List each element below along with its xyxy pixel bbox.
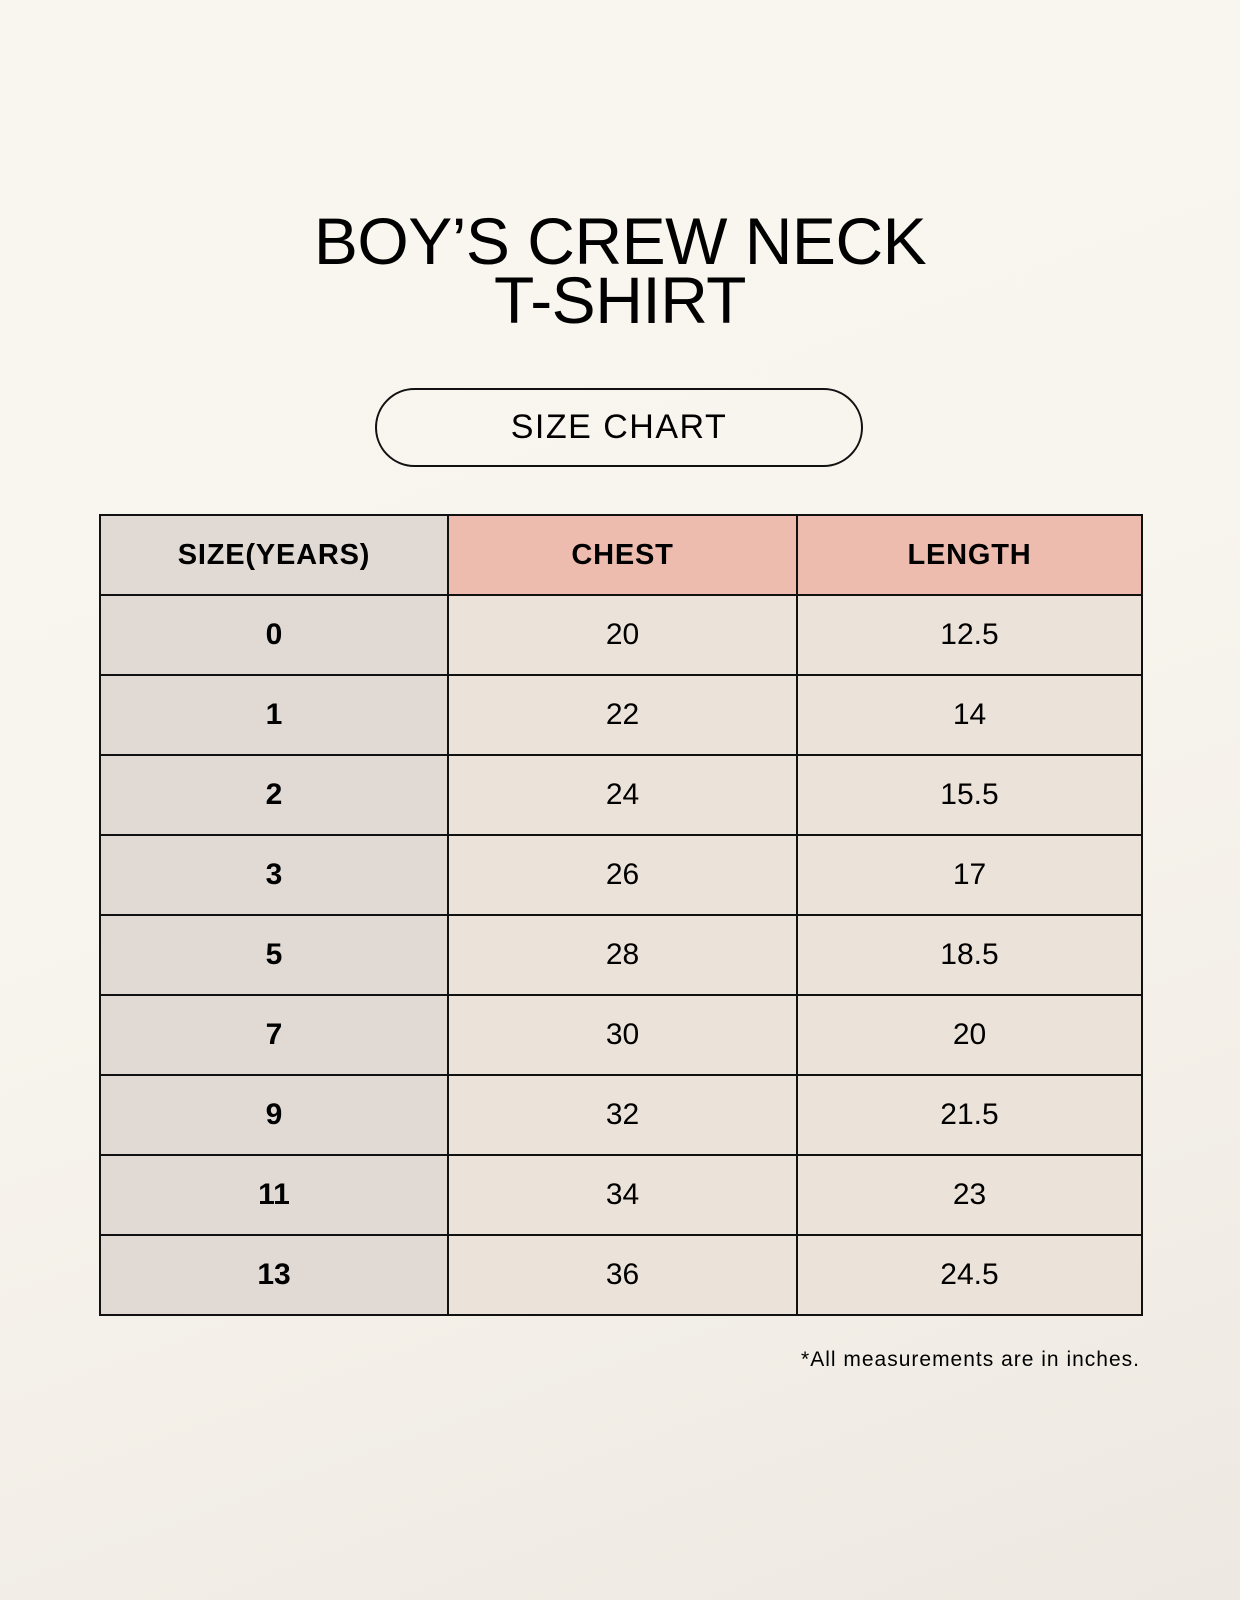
size-cell: 3 (99, 834, 449, 916)
table-row: 3 26 17 (99, 834, 1143, 916)
chest-cell: 30 (447, 994, 798, 1076)
size-cell: 1 (99, 674, 449, 756)
page-title: BOY’S CREW NECK T-SHIRT (0, 204, 1240, 337)
length-cell: 17 (796, 834, 1143, 916)
footnote: *All measurements are in inches. (801, 1348, 1140, 1371)
chest-cell: 32 (447, 1074, 798, 1156)
size-cell: 7 (99, 994, 449, 1076)
table-row: 7 30 20 (99, 994, 1143, 1076)
length-cell: 18.5 (796, 914, 1143, 996)
length-cell: 14 (796, 674, 1143, 756)
chest-cell: 34 (447, 1154, 798, 1236)
length-cell: 24.5 (796, 1234, 1143, 1316)
size-chart-table: SIZE(YEARS) CHEST LENGTH 0 20 12.5 1 22 14 2 24… (99, 514, 1143, 1316)
length-cell: 12.5 (796, 594, 1143, 676)
table-row: 11 34 23 (99, 1154, 1143, 1236)
chest-cell: 26 (447, 834, 798, 916)
header-chest: CHEST (447, 514, 798, 596)
table-row: 0 20 12.5 (99, 594, 1143, 676)
table-row: 9 32 21.5 (99, 1074, 1143, 1156)
size-cell: 11 (99, 1154, 449, 1236)
title-line-2: T-SHIRT (494, 263, 746, 337)
table-row: 5 28 18.5 (99, 914, 1143, 996)
length-cell: 23 (796, 1154, 1143, 1236)
title-line-1: BOY’S CREW NECK (313, 204, 927, 278)
length-cell: 20 (796, 994, 1143, 1076)
size-chart-badge: SIZE CHART (375, 388, 863, 467)
table-header-row: SIZE(YEARS) CHEST LENGTH (99, 514, 1143, 596)
size-cell: 13 (99, 1234, 449, 1316)
length-cell: 21.5 (796, 1074, 1143, 1156)
chest-cell: 28 (447, 914, 798, 996)
chest-cell: 24 (447, 754, 798, 836)
size-cell: 5 (99, 914, 449, 996)
chest-cell: 20 (447, 594, 798, 676)
size-cell: 9 (99, 1074, 449, 1156)
table-row: 13 36 24.5 (99, 1234, 1143, 1316)
chest-cell: 36 (447, 1234, 798, 1316)
length-cell: 15.5 (796, 754, 1143, 836)
chest-cell: 22 (447, 674, 798, 756)
header-size: SIZE(YEARS) (99, 514, 449, 596)
table-row: 2 24 15.5 (99, 754, 1143, 836)
header-length: LENGTH (796, 514, 1143, 596)
table-row: 1 22 14 (99, 674, 1143, 756)
size-cell: 0 (99, 594, 449, 676)
size-cell: 2 (99, 754, 449, 836)
